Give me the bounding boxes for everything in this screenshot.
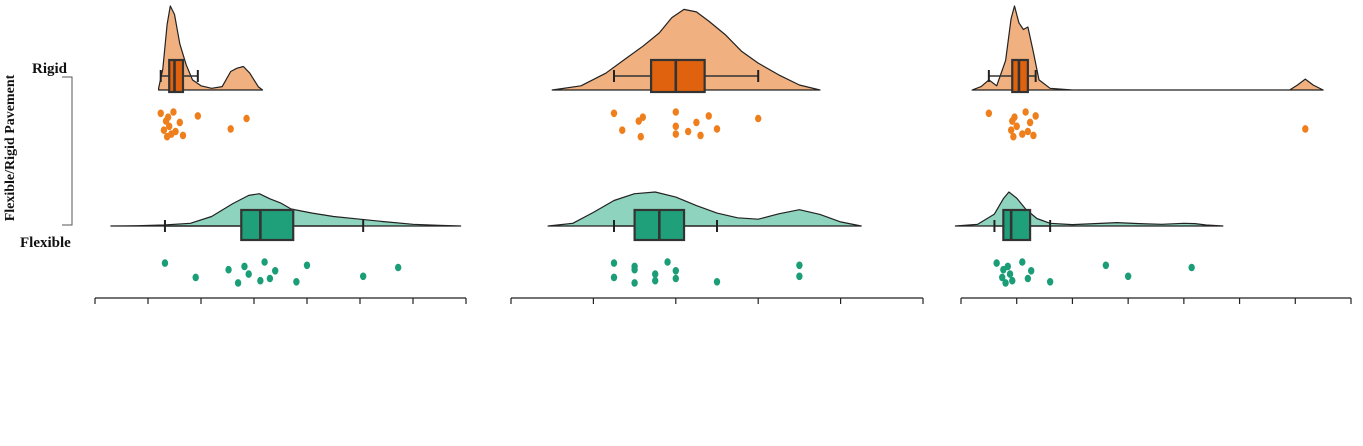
rigid-data-point (1302, 125, 1309, 133)
panel-b (510, 8, 924, 304)
rigid-data-point (985, 109, 993, 118)
y-axis-bracket (62, 76, 73, 226)
flexible-data-point (1028, 267, 1035, 275)
flexible-box (240, 208, 295, 242)
flexible-data-point (1006, 270, 1014, 278)
rigid-data-point (713, 125, 721, 133)
rigid-data-point (637, 132, 644, 141)
rigid-data-point (1030, 131, 1037, 140)
rigid-data-point (693, 118, 700, 127)
rigid-data-point (176, 118, 183, 127)
flexible-data-point (1009, 276, 1016, 285)
flexible-data-point (1002, 279, 1009, 287)
flexible-data-point (652, 270, 659, 278)
rigid-data-point (672, 122, 679, 131)
rigid-box (168, 58, 185, 94)
y-axis-label: Flexible/Rigid Pavement (3, 74, 18, 221)
rigid-box (649, 58, 706, 94)
rigid-data-point (684, 127, 692, 136)
flexible-data-point (359, 272, 367, 281)
rigid-data-point (170, 108, 177, 116)
rigid-data-point (172, 127, 179, 136)
flexible-data-point (713, 278, 721, 286)
flexible-data-point (631, 262, 638, 271)
rigid-data-point (755, 114, 762, 123)
flexible-data-point (610, 259, 618, 267)
flexible-data-point (1102, 261, 1110, 270)
rigid-data-point (610, 109, 618, 118)
rigid-data-point (697, 131, 704, 140)
panel-a (94, 5, 467, 304)
flexible-data-point (225, 265, 232, 274)
flexible-data-point (664, 258, 671, 266)
panel-c (954, 5, 1352, 304)
flexible-data-point (266, 274, 274, 283)
group-label-flexible: Flexible (20, 235, 71, 251)
rigid-data-point (1019, 130, 1026, 138)
rigid-data-point (179, 131, 187, 140)
flexible-data-point (796, 272, 803, 281)
flexible-data-point (161, 259, 169, 267)
rigid-data-point (1026, 118, 1034, 127)
flexible-data-point (1124, 272, 1132, 281)
rigid-data-point (639, 113, 647, 121)
flexible-box (1002, 208, 1032, 242)
flexible-data-point (1019, 258, 1026, 266)
rigid-data-point (1007, 126, 1015, 134)
flexible-data-point (993, 259, 1000, 267)
flexible-data-point (245, 270, 252, 278)
rigid-data-point (160, 126, 168, 134)
rigid-data-point (1013, 122, 1020, 131)
rigid-data-point (1010, 132, 1017, 141)
flexible-data-point (1024, 274, 1032, 283)
flexible-data-point (257, 276, 264, 285)
flexible-data-point (261, 258, 268, 266)
rigid-density (158, 5, 264, 91)
flexible-data-point (272, 267, 279, 275)
rigid-data-point (166, 122, 173, 131)
flexible-data-point (234, 279, 242, 287)
flexible-data-point (652, 276, 659, 285)
flexible-data-point (1004, 262, 1011, 271)
group-label-rigid: Rigid (32, 61, 68, 77)
rigid-data-point (227, 125, 234, 133)
flexible-data-point (631, 279, 638, 287)
flexible-density (547, 191, 862, 227)
flexible-data-point (1046, 278, 1054, 286)
flexible-data-point (1188, 263, 1195, 272)
flexible-data-point (293, 278, 300, 286)
rigid-data-point (243, 114, 250, 123)
rigid-data-point (1022, 108, 1029, 116)
flexible-data-point (672, 267, 679, 275)
flexible-data-point (241, 262, 248, 271)
rigid-density (551, 8, 821, 91)
rigid-data-point (705, 112, 712, 120)
flexible-data-point (394, 263, 402, 272)
rigid-density (971, 5, 1324, 91)
flexible-density (954, 191, 1224, 227)
flexible-data-point (672, 274, 679, 283)
flexible-data-point (192, 273, 199, 282)
flexible-data-point (610, 273, 618, 282)
rigid-data-point (1032, 112, 1039, 120)
rigid-data-point (672, 130, 679, 138)
rigid-data-point (1024, 127, 1032, 136)
rigid-data-point (619, 126, 626, 134)
rigid-data-point (164, 113, 172, 121)
flexible-data-point (303, 261, 311, 270)
rigid-data-point (672, 108, 679, 116)
flexible-data-point (999, 273, 1006, 282)
flexible-data-point (796, 261, 803, 270)
rigid-data-point (194, 112, 202, 120)
rigid-data-point (157, 109, 164, 118)
rigid-data-point (1011, 113, 1018, 121)
